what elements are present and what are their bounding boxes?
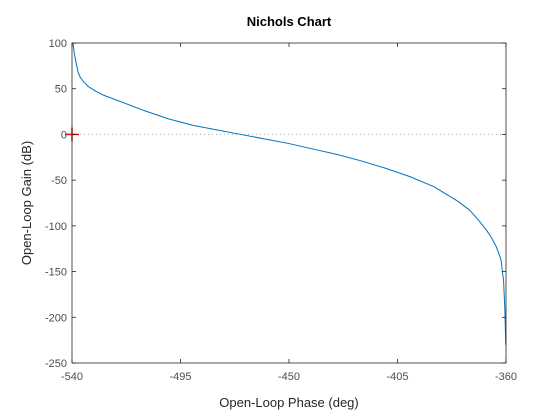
chart-title: Nichols Chart [247, 14, 332, 29]
nichols-curve-line [72, 42, 507, 345]
x-tick-label: -405 [386, 371, 408, 383]
plot-area [72, 43, 506, 363]
y-tick-label: -100 [45, 221, 67, 233]
y-tick-label: -50 [51, 175, 67, 187]
y-tick-label: -200 [45, 312, 67, 324]
x-tick-label: -495 [169, 371, 191, 383]
x-tick-label: -540 [61, 371, 83, 383]
y-axis-label: Open-Loop Gain (dB) [19, 141, 34, 265]
y-tick-label: 0 [61, 129, 67, 141]
y-tick-label: 50 [55, 84, 67, 96]
y-tick-label: 100 [49, 38, 67, 50]
x-tick-label: -450 [278, 371, 300, 383]
series-layer [72, 42, 507, 345]
y-axis-ticks: -250 -200 -150 -100 -50 0 50 100 [45, 38, 506, 370]
y-tick-label: -150 [45, 267, 67, 279]
x-axis-ticks: -540 -495 -450 -405 -360 [61, 43, 517, 383]
x-tick-label: -360 [495, 371, 517, 383]
x-axis-label: Open-Loop Phase (deg) [219, 395, 358, 410]
y-tick-label: -250 [45, 358, 67, 370]
